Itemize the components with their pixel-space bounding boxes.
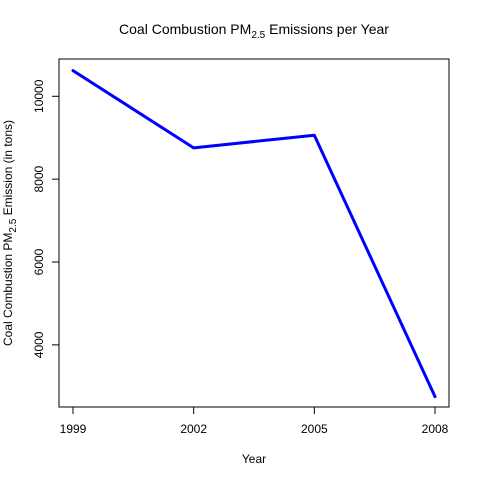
y-tick-label: 4000 xyxy=(32,331,46,358)
chart-title: Coal Combustion PM2.5 Emissions per Year xyxy=(119,21,389,41)
x-tick-label: 2005 xyxy=(301,422,328,436)
x-tick-label: 1999 xyxy=(60,422,87,436)
y-axis: 4000 6000 8000 10000 xyxy=(32,79,60,358)
plot-frame xyxy=(58,58,450,408)
y-axis-label: Coal Combustion PM2.5 Emission (in tons) xyxy=(1,120,19,346)
x-axis: 1999 2002 2005 2008 xyxy=(60,406,449,436)
y-tick-label: 10000 xyxy=(32,79,46,113)
y-tick-label: 8000 xyxy=(32,165,46,192)
x-tick-label: 2002 xyxy=(180,422,207,436)
series-line xyxy=(71,69,437,399)
x-axis-label: Year xyxy=(242,452,266,466)
series-layer xyxy=(71,69,437,399)
x-tick-label: 2008 xyxy=(422,422,449,436)
y-tick-label: 6000 xyxy=(32,248,46,275)
